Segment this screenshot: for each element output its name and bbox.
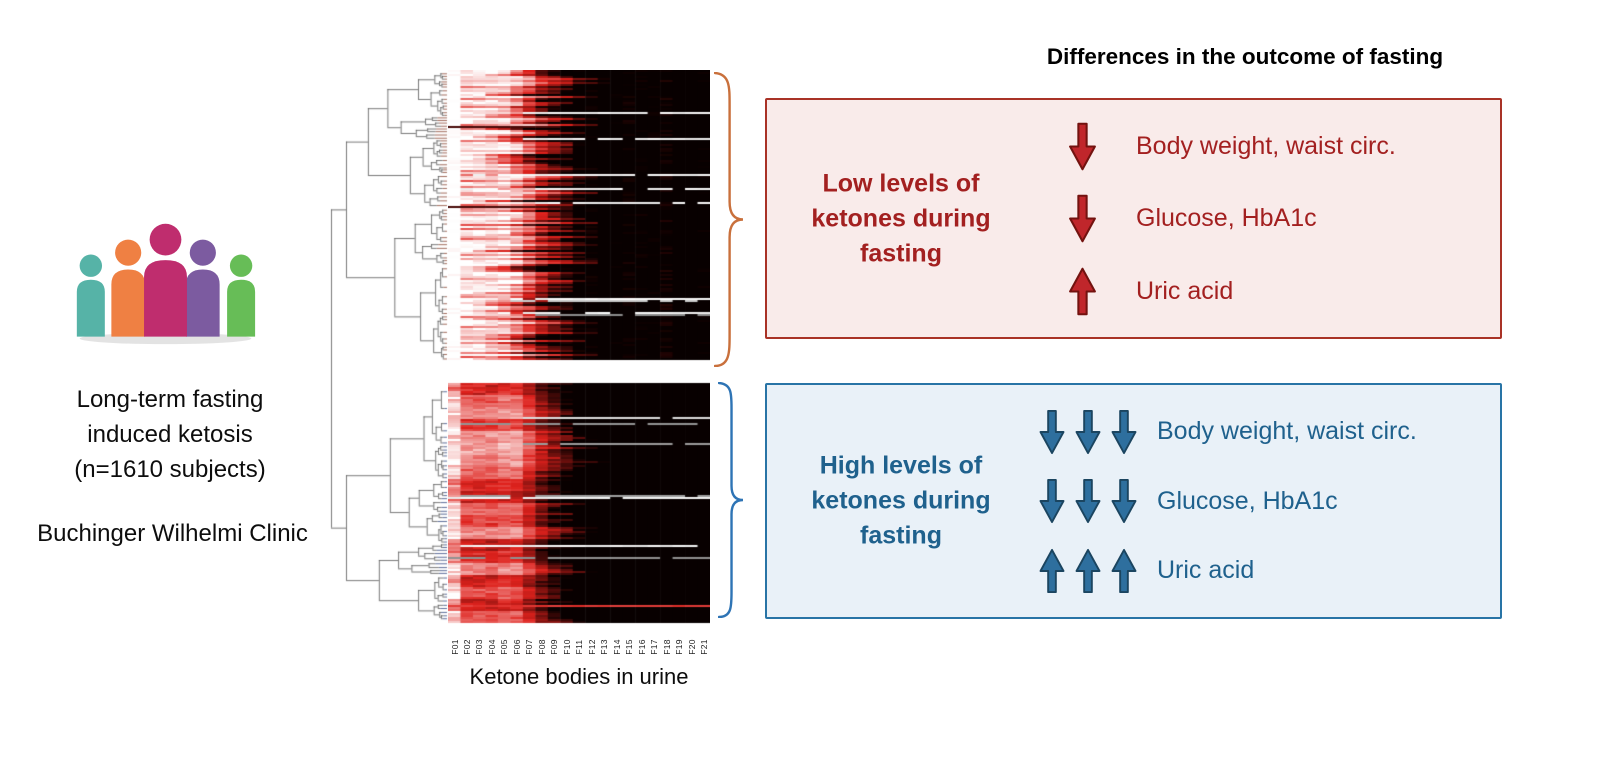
high-box-label: High levels of ketones during fasting [811,451,991,550]
column-label: F15 [624,639,635,655]
arrow-down-icon [1039,409,1065,454]
heatmap-caption: Ketone bodies in urine [469,664,689,689]
dendrogram-canvas [328,70,448,624]
outcome-row-text: Body weight, waist circ. [1136,131,1396,160]
person-icon [76,254,105,337]
arrow-up-icon [1075,548,1101,593]
column-label: F01 [449,639,460,655]
outcome-row-text: Body weight, waist circ. [1157,417,1417,445]
column-label: F16 [636,639,647,655]
outcome-row: Body weight, waist circ. [1022,409,1492,455]
low-box-rows: Body weight, waist circ. Glucose, HbA1c … [1022,100,1492,337]
arrow-down-icon [1039,478,1065,524]
high-box-rows: Body weight, waist circ. Glucose, HbA1c … [1022,385,1492,617]
arrow-group [1037,409,1139,455]
arrow-group [1037,478,1139,524]
study-line-3: (n=1610 subjects) [74,456,266,483]
outcome-row-text: Uric acid [1136,276,1234,305]
outcome-row: Glucose, HbA1c [1022,478,1492,524]
column-label: F21 [699,639,710,655]
column-label: F09 [549,639,560,655]
column-label: F03 [474,639,485,655]
arrow-down-icon [1075,409,1101,454]
column-label: F04 [486,639,497,655]
outcome-row-text: Glucose, HbA1c [1157,486,1338,515]
arrow-group [1067,192,1098,245]
outcome-title: Differences in the outcome of fasting [1046,44,1444,69]
arrow-up-icon [1039,548,1065,593]
column-label: F18 [661,639,672,655]
arrow-up-icon [1069,267,1096,315]
cluster-brace-low [714,72,744,367]
person-icon [227,254,256,337]
column-label: F02 [461,639,472,655]
person-icon [144,223,187,337]
arrow-down-icon [1075,478,1101,524]
clinic-name: Buchinger Wilhelmi Clinic [37,520,308,547]
column-label: F10 [561,639,572,655]
column-label: F07 [524,639,535,655]
person-icon [111,239,145,337]
outcome-row-text: Glucose, HbA1c [1136,204,1317,232]
people-group-icon [76,223,256,345]
outcome-row: Glucose, HbA1c [1022,192,1492,245]
study-description: Long-term fasting induced ketosis (n=161… [10,382,330,487]
cluster-brace-high [718,382,744,618]
column-label: F20 [686,639,697,655]
column-label: F17 [649,639,660,655]
column-label: F05 [499,639,510,655]
arrow-down-icon [1111,409,1137,454]
arrow-down-icon [1111,478,1137,524]
high-ketone-box: High levels of ketones during fasting Bo… [765,383,1502,619]
heatmap-canvas [448,70,710,624]
arrow-group [1037,548,1139,594]
arrow-group [1067,265,1098,318]
column-label: F13 [599,639,610,655]
arrow-up-icon [1111,548,1137,593]
column-label: F11 [574,639,585,655]
outcome-row: Uric acid [1022,548,1492,594]
column-label: F06 [511,639,522,655]
study-line-2: induced ketosis [87,421,253,448]
arrow-down-icon [1069,122,1096,170]
column-label: F14 [611,639,622,655]
outcome-row: Body weight, waist circ. [1022,120,1492,173]
outcome-row: Uric acid [1022,265,1492,318]
column-labels: F01 F02 F03 F04 F05 F06 F07 F08 F09 F10 F11 F12 F13 F… [448,626,710,668]
column-label: F12 [586,639,597,655]
arrow-group [1067,120,1098,173]
low-box-label: Low levels of ketones during fasting [811,169,991,267]
low-ketone-box: Low levels of ketones during fasting Bod… [765,98,1502,339]
column-label: F19 [674,639,685,655]
column-label: F08 [536,639,547,655]
outcome-row-text: Uric acid [1157,556,1255,584]
person-icon [186,239,220,337]
study-line-1: Long-term fasting [76,386,264,413]
arrow-down-icon [1069,194,1096,243]
